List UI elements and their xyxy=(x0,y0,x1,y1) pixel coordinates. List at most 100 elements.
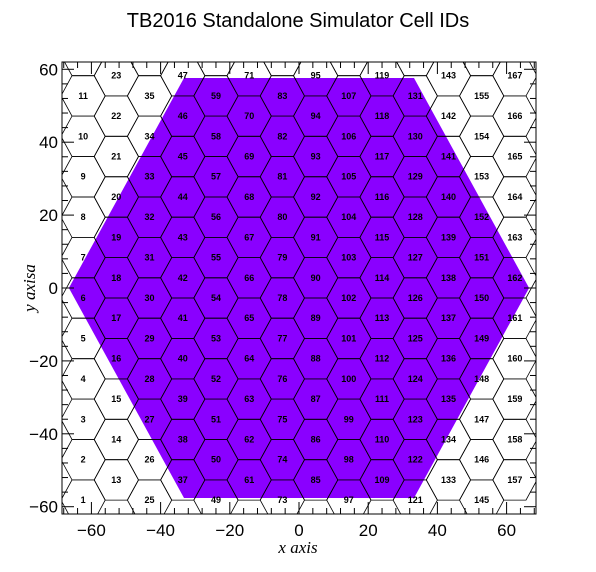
cell-id-label: 5 xyxy=(81,333,86,343)
cell-id-label: 91 xyxy=(311,232,321,242)
cell-id-label: 74 xyxy=(277,455,287,465)
cell-id-label: 6 xyxy=(81,293,86,303)
cell-id-label: 1 xyxy=(81,495,86,505)
cell-id-label: 86 xyxy=(311,435,321,445)
cell-id-label: 15 xyxy=(111,394,121,404)
cell-id-label: 49 xyxy=(211,495,221,505)
x-axis-label: x axis xyxy=(277,538,318,557)
cell-hexagon xyxy=(396,62,435,77)
cell-id-label: 84 xyxy=(277,51,287,61)
cell-id-label: 83 xyxy=(277,91,287,101)
x-tick-label: −60 xyxy=(77,521,106,540)
cell-id-label: 23 xyxy=(111,71,121,81)
cell-id-label: 66 xyxy=(244,273,254,283)
cell-id-label: 122 xyxy=(408,455,423,465)
cell-id-label: 130 xyxy=(408,131,423,141)
cell-id-label: 69 xyxy=(244,152,254,162)
cell-id-label: 168 xyxy=(507,30,522,40)
cell-id-label: 14 xyxy=(111,435,121,445)
cell-id-label: 94 xyxy=(311,111,321,121)
cell-id-label: 146 xyxy=(474,455,489,465)
cell-hexagon xyxy=(462,62,501,77)
cell-id-label: 164 xyxy=(507,192,522,202)
cell-id-label: 148 xyxy=(474,374,489,384)
cell-id-label: 163 xyxy=(507,232,522,242)
cell-id-label: 90 xyxy=(311,273,321,283)
cell-id-label: 32 xyxy=(144,212,154,222)
cell-id-label: 89 xyxy=(311,313,321,323)
cell-id-label: 159 xyxy=(507,394,522,404)
cell-id-label: 2 xyxy=(81,455,86,465)
cell-id-label: 124 xyxy=(408,374,423,384)
cell-id-label: 153 xyxy=(474,172,489,182)
cell-id-label: 152 xyxy=(474,212,489,222)
x-tick-label: 60 xyxy=(497,521,516,540)
cell-id-label: 102 xyxy=(341,293,356,303)
y-tick-label: 0 xyxy=(49,279,58,298)
cell-id-label: 107 xyxy=(341,91,356,101)
cell-id-label: 76 xyxy=(277,374,287,384)
cell-id-label: 156 xyxy=(474,51,489,61)
cell-id-label: 150 xyxy=(474,293,489,303)
y-tick-label: 40 xyxy=(39,133,58,152)
cell-id-label: 167 xyxy=(507,71,522,81)
cell-id-label: 166 xyxy=(507,111,522,121)
cell-id-label: 55 xyxy=(211,253,221,263)
cell-id-label: 111 xyxy=(375,394,389,404)
cell-id-label: 52 xyxy=(211,374,221,384)
cell-id-label: 18 xyxy=(111,273,121,283)
cell-id-label: 158 xyxy=(507,435,522,445)
cell-id-label: 31 xyxy=(144,253,154,263)
cell-id-label: 143 xyxy=(441,71,456,81)
cell-id-label: 44 xyxy=(178,192,188,202)
cell-hexagon xyxy=(263,62,302,77)
cell-id-label: 16 xyxy=(111,354,121,364)
cell-id-label: 135 xyxy=(441,394,456,404)
cell-id-label: 7 xyxy=(81,253,86,263)
cell-id-label: 27 xyxy=(144,414,154,424)
cell-id-label: 127 xyxy=(408,253,423,263)
cell-id-label: 119 xyxy=(375,71,390,81)
x-tick-label: −40 xyxy=(146,521,175,540)
y-tick-label: −60 xyxy=(29,498,58,517)
cell-id-label: 142 xyxy=(441,111,456,121)
cell-id-label: 59 xyxy=(211,91,221,101)
cell-id-label: 88 xyxy=(311,354,321,364)
cell-id-label: 109 xyxy=(374,475,389,485)
cell-id-label: 41 xyxy=(178,313,188,323)
cell-id-label: 8 xyxy=(81,212,86,222)
cell-id-label: 155 xyxy=(474,91,489,101)
cell-id-label: 104 xyxy=(341,212,356,222)
cell-id-label: 70 xyxy=(244,111,254,121)
cell-id-label: 82 xyxy=(277,131,287,141)
cell-id-label: 147 xyxy=(474,414,489,424)
cell-id-label: 157 xyxy=(507,475,522,485)
cell-id-label: 128 xyxy=(408,212,423,222)
x-tick-label: 0 xyxy=(294,521,303,540)
cell-id-label: 95 xyxy=(311,71,321,81)
chart-title: TB2016 Standalone Simulator Cell IDs xyxy=(127,10,469,32)
cell-id-label: 37 xyxy=(178,475,188,485)
cell-id-label: 139 xyxy=(441,232,456,242)
cell-id-label: 133 xyxy=(441,475,456,485)
y-tick-label: −20 xyxy=(29,352,58,371)
cell-id-label: 34 xyxy=(144,131,154,141)
cell-id-label: 13 xyxy=(111,475,121,485)
cell-id-label: 131 xyxy=(408,91,423,101)
cell-id-label: 165 xyxy=(507,152,522,162)
cell-id-label: 132 xyxy=(408,51,423,61)
cell-id-label: 118 xyxy=(375,111,390,121)
cell-id-label: 125 xyxy=(408,333,423,343)
cell-id-label: 154 xyxy=(474,131,489,141)
cell-id-label: 103 xyxy=(341,253,356,263)
cell-id-label: 115 xyxy=(375,232,390,242)
cell-hexagon xyxy=(492,62,536,97)
cell-id-label: 20 xyxy=(111,192,121,202)
y-tick-label: −40 xyxy=(29,425,58,444)
cell-id-label: 56 xyxy=(211,212,221,222)
y-tick-label: 60 xyxy=(39,60,58,79)
cell-id-label: 123 xyxy=(408,414,423,424)
cell-id-label: 85 xyxy=(311,475,321,485)
cell-id-label: 62 xyxy=(244,435,254,445)
cell-id-label: 36 xyxy=(144,51,154,61)
